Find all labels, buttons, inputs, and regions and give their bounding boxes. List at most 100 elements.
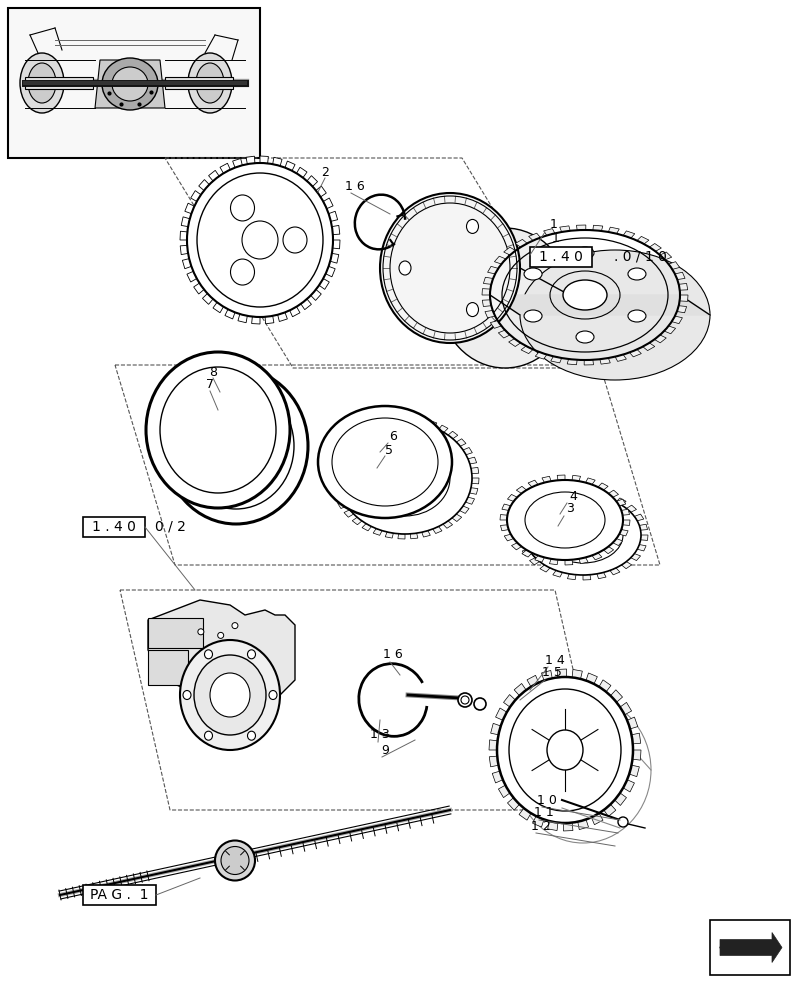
Ellipse shape <box>466 219 478 233</box>
Polygon shape <box>278 312 288 322</box>
Ellipse shape <box>543 507 623 563</box>
Polygon shape <box>633 750 641 760</box>
Polygon shape <box>439 425 448 432</box>
Polygon shape <box>642 343 654 351</box>
Ellipse shape <box>576 247 594 259</box>
Polygon shape <box>443 521 452 528</box>
Polygon shape <box>608 490 618 497</box>
Bar <box>83 517 145 537</box>
Polygon shape <box>627 717 638 729</box>
Polygon shape <box>373 529 382 535</box>
Polygon shape <box>586 478 595 485</box>
Polygon shape <box>520 519 528 525</box>
Polygon shape <box>626 505 637 512</box>
Ellipse shape <box>183 690 191 700</box>
Ellipse shape <box>525 492 605 548</box>
Polygon shape <box>516 486 527 493</box>
Ellipse shape <box>520 250 710 380</box>
Text: PA G .  1: PA G . 1 <box>90 888 149 902</box>
Polygon shape <box>617 499 625 506</box>
Polygon shape <box>567 359 577 365</box>
Polygon shape <box>576 225 586 230</box>
Polygon shape <box>503 247 516 255</box>
Text: 7: 7 <box>206 378 214 391</box>
Polygon shape <box>503 695 516 707</box>
Polygon shape <box>487 266 499 274</box>
Polygon shape <box>500 515 507 520</box>
Polygon shape <box>311 289 322 300</box>
Ellipse shape <box>232 623 238 629</box>
Polygon shape <box>332 225 340 235</box>
Ellipse shape <box>628 310 646 322</box>
Ellipse shape <box>338 422 472 534</box>
Polygon shape <box>660 252 671 260</box>
Ellipse shape <box>466 303 478 317</box>
Polygon shape <box>504 534 514 541</box>
Polygon shape <box>535 352 547 359</box>
Polygon shape <box>720 932 782 962</box>
Polygon shape <box>465 497 474 504</box>
Polygon shape <box>546 495 556 502</box>
Polygon shape <box>428 421 437 427</box>
Polygon shape <box>528 233 541 241</box>
Polygon shape <box>641 535 648 540</box>
Polygon shape <box>233 158 242 168</box>
Polygon shape <box>514 683 526 696</box>
Polygon shape <box>507 798 520 810</box>
Polygon shape <box>148 600 295 705</box>
Ellipse shape <box>563 280 607 310</box>
Polygon shape <box>494 256 506 264</box>
Polygon shape <box>297 167 307 178</box>
Ellipse shape <box>198 629 204 635</box>
Text: 1 5: 1 5 <box>542 666 562 680</box>
Text: 4: 4 <box>569 489 577 502</box>
Polygon shape <box>597 572 606 579</box>
Polygon shape <box>600 358 610 364</box>
Polygon shape <box>417 418 425 424</box>
Polygon shape <box>265 316 274 324</box>
Polygon shape <box>664 326 675 334</box>
Polygon shape <box>583 575 591 580</box>
Polygon shape <box>485 310 495 318</box>
Polygon shape <box>592 553 602 560</box>
Ellipse shape <box>618 817 628 827</box>
Polygon shape <box>194 283 204 294</box>
Text: 3: 3 <box>566 502 574 516</box>
Polygon shape <box>518 530 525 535</box>
Ellipse shape <box>497 677 633 823</box>
Polygon shape <box>492 771 503 783</box>
Ellipse shape <box>283 227 307 253</box>
Polygon shape <box>621 509 629 515</box>
Polygon shape <box>187 271 197 282</box>
Ellipse shape <box>20 53 64 113</box>
Polygon shape <box>191 191 201 202</box>
Polygon shape <box>572 669 583 679</box>
Ellipse shape <box>204 650 213 659</box>
Polygon shape <box>463 448 473 455</box>
Polygon shape <box>621 562 632 569</box>
Ellipse shape <box>399 261 411 275</box>
Polygon shape <box>251 317 260 324</box>
Polygon shape <box>499 330 510 338</box>
Ellipse shape <box>146 352 290 508</box>
Polygon shape <box>392 417 400 423</box>
Polygon shape <box>500 525 509 531</box>
Polygon shape <box>611 690 622 702</box>
Polygon shape <box>612 539 622 546</box>
Bar <box>25 77 93 89</box>
Polygon shape <box>616 498 626 505</box>
Polygon shape <box>333 240 340 249</box>
Polygon shape <box>631 554 641 561</box>
Polygon shape <box>352 517 362 525</box>
Ellipse shape <box>215 840 255 880</box>
Polygon shape <box>246 156 255 164</box>
Polygon shape <box>639 524 647 530</box>
Polygon shape <box>578 819 588 830</box>
Polygon shape <box>575 490 583 495</box>
Polygon shape <box>521 346 533 354</box>
Polygon shape <box>620 702 632 715</box>
Polygon shape <box>329 211 338 221</box>
Text: 1: 1 <box>550 218 558 231</box>
Polygon shape <box>213 302 224 313</box>
Polygon shape <box>220 163 230 173</box>
